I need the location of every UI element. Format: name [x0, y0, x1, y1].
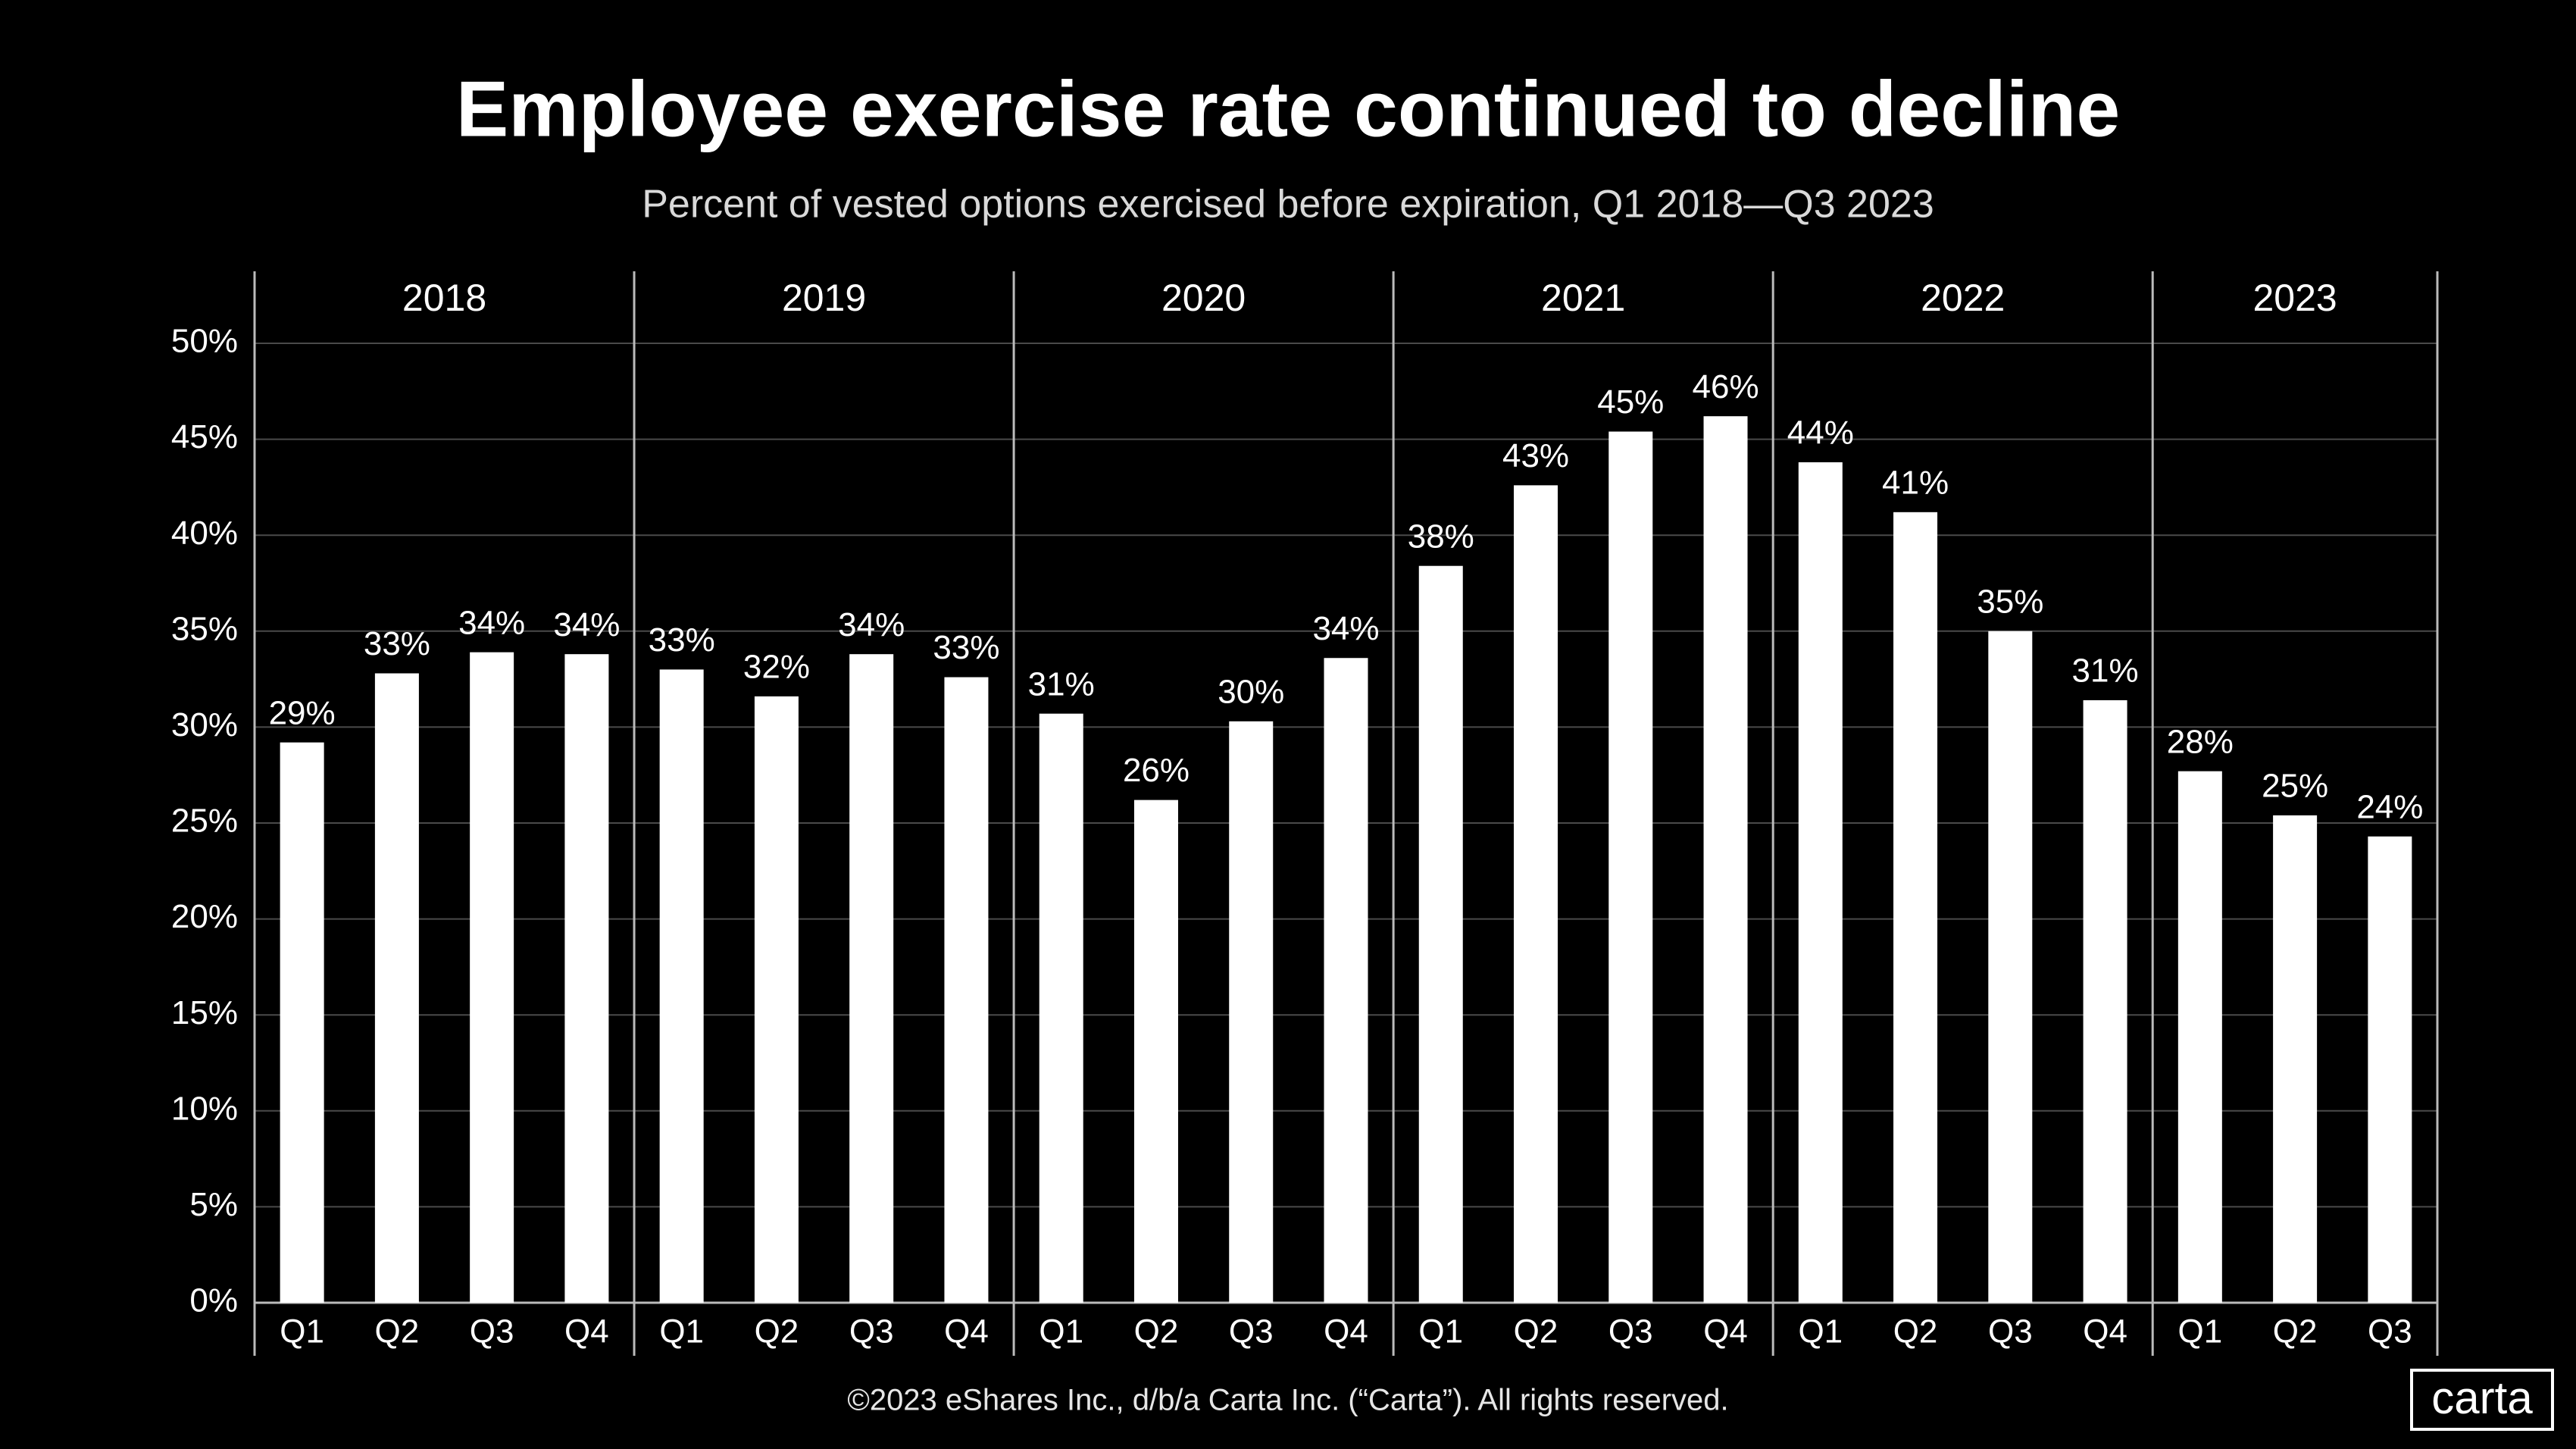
- y-tick-label: 15%: [171, 994, 238, 1031]
- data-label: 28%: [2167, 723, 2234, 760]
- group-label: 2018: [402, 277, 486, 319]
- bar: [2177, 771, 2222, 1303]
- data-label: 34%: [553, 606, 620, 643]
- x-tick-label: Q2: [1134, 1313, 1179, 1350]
- x-tick-label: Q1: [1798, 1313, 1843, 1350]
- data-label: 41%: [1882, 464, 1949, 501]
- bar: [1324, 658, 1368, 1303]
- group-label: 2020: [1161, 277, 1246, 319]
- data-label: 33%: [649, 621, 715, 659]
- data-label: 46%: [1693, 368, 1759, 405]
- bar: [2273, 815, 2318, 1303]
- data-label: 38%: [1408, 518, 1474, 555]
- chart-subtitle: Percent of vested options exercised befo…: [642, 183, 1934, 227]
- x-tick-label: Q4: [1703, 1313, 1748, 1350]
- bar: [1514, 485, 1558, 1303]
- group-label: 2023: [2252, 277, 2337, 319]
- x-tick-label: Q3: [1229, 1313, 1274, 1350]
- x-tick-label: Q4: [2083, 1313, 2127, 1350]
- y-tick-label: 40%: [171, 515, 238, 552]
- x-tick-label: Q1: [659, 1313, 704, 1350]
- bar: [1798, 462, 1843, 1303]
- bar: [659, 669, 704, 1303]
- data-label: 29%: [269, 694, 336, 731]
- group-label: 2019: [782, 277, 866, 319]
- x-tick-label: Q3: [849, 1313, 894, 1350]
- bar: [1133, 800, 1178, 1303]
- logo-box: [2410, 1369, 2554, 1431]
- data-label: 31%: [1028, 665, 1095, 703]
- bar: [2083, 699, 2127, 1303]
- data-label: 34%: [1312, 610, 1379, 647]
- data-label: 34%: [838, 606, 905, 643]
- x-tick-label: Q2: [375, 1313, 420, 1350]
- bar: [754, 696, 799, 1303]
- data-label: 33%: [933, 629, 999, 666]
- data-label: 24%: [2356, 788, 2423, 825]
- data-label: 45%: [1597, 383, 1664, 421]
- y-tick-label: 35%: [171, 610, 238, 647]
- y-tick-label: 45%: [171, 418, 238, 455]
- x-tick-label: Q2: [2273, 1313, 2318, 1350]
- x-tick-label: Q3: [470, 1313, 514, 1350]
- data-label: 33%: [364, 625, 430, 662]
- bar: [1703, 416, 1748, 1303]
- y-tick-label: 0%: [189, 1282, 238, 1319]
- group-label: 2021: [1541, 277, 1625, 319]
- x-tick-label: Q1: [2177, 1313, 2222, 1350]
- group-label: 2022: [1921, 277, 2005, 319]
- bar: [1988, 631, 2033, 1303]
- data-label: 25%: [2262, 767, 2328, 804]
- bar: [564, 654, 609, 1303]
- data-label: 44%: [1787, 415, 1854, 452]
- data-label: 43%: [1502, 437, 1569, 474]
- data-label: 34%: [458, 604, 525, 641]
- bar: [374, 673, 419, 1303]
- x-tick-label: Q2: [1514, 1313, 1558, 1350]
- x-tick-label: Q4: [1324, 1313, 1368, 1350]
- data-label: 35%: [1977, 583, 2043, 620]
- footer: ©2023 eShares Inc., d/b/a Carta Inc. (“C…: [847, 1384, 1728, 1417]
- x-tick-label: Q1: [1039, 1313, 1083, 1350]
- bar: [1418, 565, 1463, 1303]
- bar: [944, 677, 989, 1303]
- bar: [470, 652, 514, 1303]
- x-tick-label: Q4: [564, 1313, 609, 1350]
- y-tick-label: 10%: [171, 1090, 238, 1127]
- data-label: 32%: [743, 649, 810, 686]
- bar: [1893, 512, 1938, 1303]
- bar: [1608, 431, 1653, 1303]
- x-tick-label: Q1: [1418, 1313, 1463, 1350]
- y-tick-label: 5%: [189, 1186, 238, 1223]
- bar: [280, 742, 324, 1303]
- x-tick-label: Q3: [1608, 1313, 1653, 1350]
- y-tick-label: 50%: [171, 323, 238, 360]
- bar: [1039, 713, 1083, 1303]
- x-tick-label: Q3: [1988, 1313, 2033, 1350]
- x-tick-label: Q4: [944, 1313, 989, 1350]
- bar: [849, 654, 894, 1303]
- y-tick-label: 25%: [171, 803, 238, 840]
- x-tick-label: Q2: [755, 1313, 799, 1350]
- y-tick-label: 20%: [171, 898, 238, 935]
- bar: [1229, 721, 1274, 1303]
- x-tick-label: Q3: [2368, 1313, 2412, 1350]
- x-tick-label: Q1: [280, 1313, 324, 1350]
- data-label: 31%: [2072, 653, 2139, 690]
- y-tick-label: 30%: [171, 706, 238, 743]
- data-label: 30%: [1218, 673, 1284, 710]
- data-label: 26%: [1123, 752, 1190, 789]
- x-tick-label: Q2: [1893, 1313, 1938, 1350]
- bar: [2368, 836, 2412, 1303]
- logo: carta: [2431, 1372, 2533, 1423]
- chart-title: Employee exercise rate continued to decl…: [456, 65, 2120, 153]
